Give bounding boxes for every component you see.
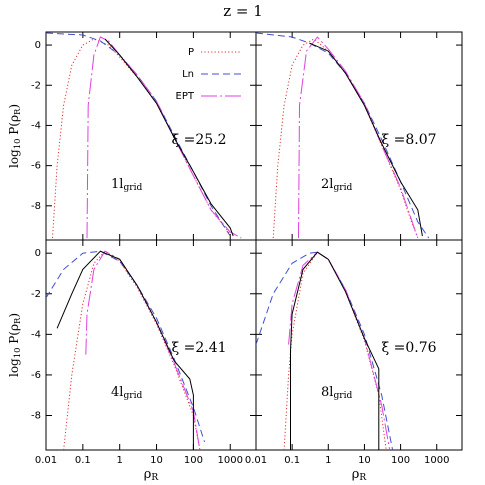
x-axis-label-part: R xyxy=(359,473,367,483)
legend-label: EPT xyxy=(176,91,195,102)
scale-label: 2lgrid xyxy=(321,177,353,193)
y-axis-label: log10 P(ρR) xyxy=(7,104,22,168)
series-line xyxy=(288,251,391,450)
scale-label: 1lgrid xyxy=(111,177,143,193)
y-axis-label-part: R xyxy=(12,317,22,324)
series-line xyxy=(256,32,430,239)
x-axis-label-part: ρ xyxy=(144,467,152,482)
plot-frame xyxy=(255,239,463,451)
annotation: ξ̄ =0.76 xyxy=(381,340,436,356)
series-line xyxy=(104,38,234,237)
legend-label: Ln xyxy=(182,69,194,80)
x-tick-label: 0.1 xyxy=(284,455,300,466)
scale-label-part: grid xyxy=(123,391,142,401)
y-tick-label: -8 xyxy=(31,411,41,422)
scale-label: 8lgrid xyxy=(321,385,353,401)
y-tick-label: -4 xyxy=(31,329,41,340)
x-tick-label: 0.01 xyxy=(245,455,267,466)
y-axis-label-part: ) xyxy=(7,313,21,318)
annotation: ξ̄ =25.2 xyxy=(171,132,226,148)
x-tick-label: 100 xyxy=(184,455,203,466)
x-tick-label: 100 xyxy=(391,455,410,466)
series-line xyxy=(290,251,380,450)
x-axis-label: ρR xyxy=(144,467,160,483)
y-tick-label: -4 xyxy=(31,120,41,131)
series-line xyxy=(309,42,423,237)
y-tick-label: -2 xyxy=(31,289,41,300)
x-axis-label: ρR xyxy=(352,467,368,483)
scale-label-part: grid xyxy=(333,183,352,193)
y-tick-label: -6 xyxy=(31,161,41,172)
scale-label-part: grid xyxy=(123,183,142,193)
y-tick-label: -6 xyxy=(31,370,41,381)
y-tick-label: 0 xyxy=(35,40,41,51)
x-tick-label: 1 xyxy=(117,455,123,466)
annotation: ξ̄ =8.07 xyxy=(381,132,436,148)
scale-label: 4lgrid xyxy=(111,385,143,401)
scale-label-part: 2l xyxy=(321,177,333,192)
legend-label: P xyxy=(188,47,194,58)
scale-label-part: 1l xyxy=(111,177,123,192)
x-tick-label: 1000 xyxy=(218,455,243,466)
x-axis-label-part: ρ xyxy=(352,467,360,482)
series-line xyxy=(46,250,205,443)
y-axis-label-part: P(ρ xyxy=(7,324,21,348)
x-tick-label: 1 xyxy=(325,455,331,466)
scale-label-part: 4l xyxy=(111,385,123,400)
x-axis-label-part: R xyxy=(151,473,159,483)
y-axis-label-part: 10 xyxy=(12,139,22,150)
series-line xyxy=(298,36,419,239)
annotation: ξ̄ =2.41 xyxy=(171,340,226,356)
y-axis-label-part: R xyxy=(12,108,22,115)
y-axis-label-part: P(ρ xyxy=(7,115,21,139)
x-tick-label: 0.01 xyxy=(35,455,57,466)
series-line xyxy=(256,251,394,450)
y-tick-label: 0 xyxy=(35,248,41,259)
y-axis-label-part: 10 xyxy=(12,348,22,359)
series-line xyxy=(52,38,231,239)
x-tick-label: 1000 xyxy=(424,455,449,466)
series-line xyxy=(56,250,194,450)
x-tick-label: 10 xyxy=(150,455,163,466)
chart-title: z = 1 xyxy=(223,2,263,20)
series-line xyxy=(63,250,201,450)
scale-label-part: 8l xyxy=(321,385,333,400)
x-tick-label: 0.1 xyxy=(75,455,91,466)
x-tick-label: 10 xyxy=(358,455,371,466)
series-line xyxy=(86,36,242,239)
scale-label-part: grid xyxy=(333,391,352,401)
y-axis-label-part: ) xyxy=(7,104,21,109)
y-tick-label: -8 xyxy=(31,201,41,212)
y-tick-label: -2 xyxy=(31,80,41,91)
y-axis-label-part: log xyxy=(7,358,21,377)
y-axis-label: log10 P(ρR) xyxy=(7,313,22,377)
y-axis-label-part: log xyxy=(7,149,21,168)
